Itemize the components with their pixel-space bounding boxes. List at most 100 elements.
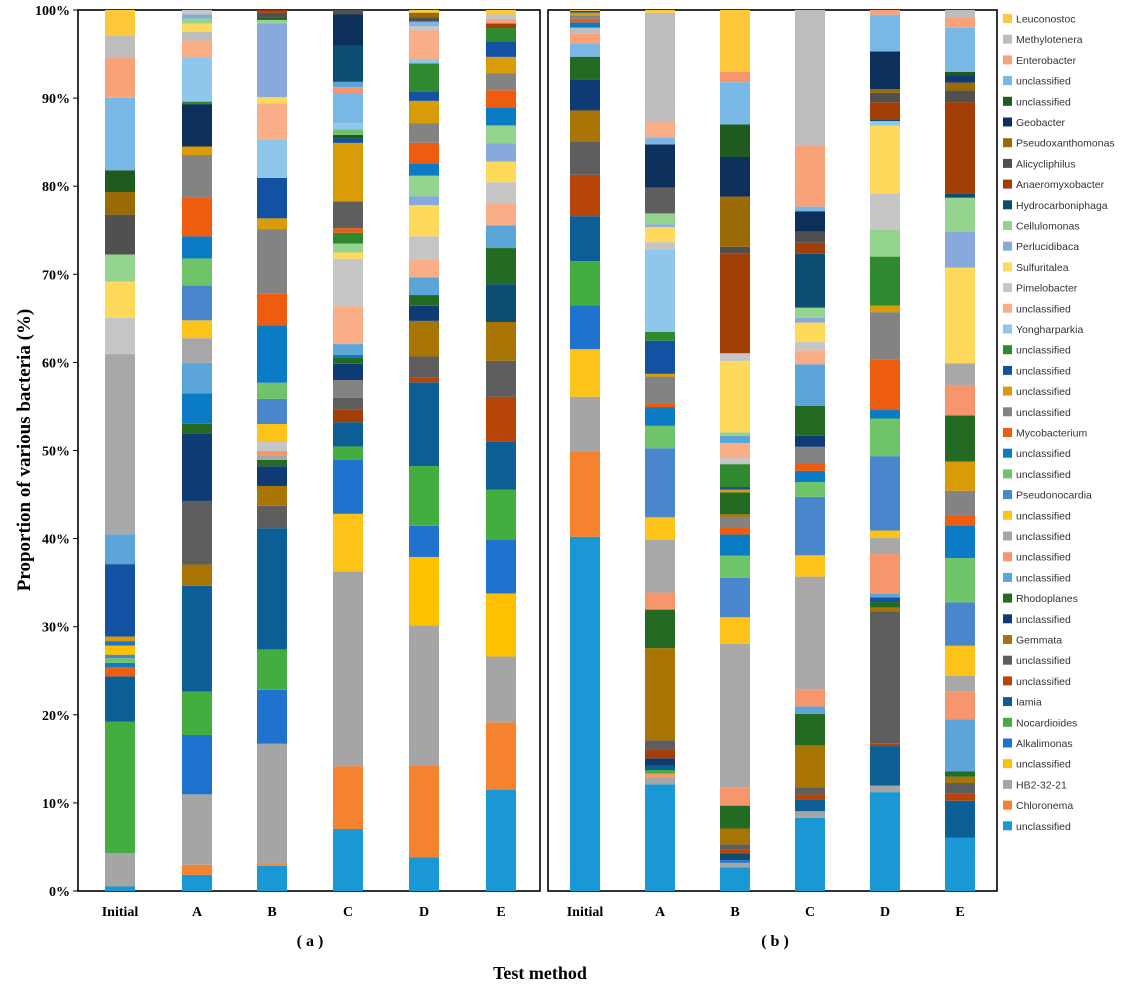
bar-segment bbox=[257, 12, 287, 18]
bar-segment bbox=[870, 121, 900, 126]
bar-segment bbox=[409, 382, 439, 467]
legend-label: unclassified bbox=[1016, 821, 1071, 833]
bar-segment bbox=[870, 597, 900, 603]
bar-segment bbox=[720, 489, 750, 493]
bar-segment bbox=[720, 435, 750, 444]
bar-segment bbox=[257, 23, 287, 98]
bar-segment bbox=[182, 585, 212, 692]
bar-segment bbox=[720, 353, 750, 362]
bar-segment bbox=[486, 656, 516, 723]
bar-segment bbox=[409, 12, 439, 18]
bar-segment bbox=[795, 211, 825, 232]
bar-segment bbox=[720, 527, 750, 535]
bar-segment bbox=[945, 800, 975, 838]
bar-segment bbox=[720, 853, 750, 861]
legend-swatch bbox=[1003, 759, 1012, 769]
bar-segment bbox=[945, 363, 975, 386]
bar-segment bbox=[333, 243, 363, 253]
bar-segment bbox=[333, 380, 363, 398]
bar-segment bbox=[105, 658, 135, 663]
bar-segment bbox=[720, 516, 750, 528]
bar-segment bbox=[945, 525, 975, 559]
bar-segment bbox=[333, 81, 363, 88]
bar-segment bbox=[720, 844, 750, 850]
bar-segment bbox=[945, 17, 975, 28]
legend-swatch bbox=[1003, 386, 1012, 396]
legend-swatch bbox=[1003, 738, 1012, 748]
bar-segment bbox=[105, 721, 135, 853]
legend-label: Methylotenera bbox=[1016, 34, 1083, 46]
bar-segment bbox=[333, 123, 363, 130]
bar-segment bbox=[333, 571, 363, 767]
bar-segment bbox=[409, 525, 439, 557]
bar-segment bbox=[486, 73, 516, 91]
bar-segment bbox=[182, 285, 212, 321]
bar-segment bbox=[570, 216, 600, 262]
y-axis-ticks: 0% 10% 20% 30% 40% 50% 60% 70% 80% 90% 100% bbox=[35, 4, 78, 900]
bar-segment bbox=[570, 174, 600, 217]
legend-swatch bbox=[1003, 490, 1012, 500]
bar-segment bbox=[409, 175, 439, 197]
bar-segment bbox=[720, 555, 750, 578]
bar-segment bbox=[795, 242, 825, 254]
bar-segment bbox=[105, 214, 135, 255]
bar-segment bbox=[257, 293, 287, 326]
bar-segment bbox=[795, 817, 825, 891]
bar-segment bbox=[486, 790, 516, 891]
legend-swatch bbox=[1003, 407, 1012, 417]
bar-segment bbox=[333, 397, 363, 410]
bar-segment bbox=[105, 676, 135, 722]
bar-segment bbox=[795, 555, 825, 577]
bar-segment bbox=[720, 246, 750, 254]
bar-segment bbox=[257, 466, 287, 486]
bar-segment bbox=[945, 231, 975, 268]
bar-segment bbox=[645, 373, 675, 377]
legend-swatch bbox=[1003, 531, 1012, 541]
legend-swatch bbox=[1003, 241, 1012, 251]
bar-segment bbox=[795, 206, 825, 212]
bar-segment bbox=[720, 156, 750, 197]
bar-segment bbox=[795, 576, 825, 690]
bar-segment bbox=[333, 766, 363, 830]
bar-segment bbox=[795, 435, 825, 447]
bar-segment bbox=[945, 782, 975, 794]
bar-segment bbox=[570, 56, 600, 80]
bar-segment bbox=[720, 643, 750, 788]
bar-segment bbox=[182, 101, 212, 105]
bar-segment bbox=[645, 224, 675, 227]
bar-segment bbox=[182, 338, 212, 363]
bar-segment bbox=[182, 362, 212, 394]
legend-label: Gemmata bbox=[1016, 635, 1062, 647]
bar-segment bbox=[720, 828, 750, 845]
bar-segment bbox=[720, 787, 750, 806]
bar-segment bbox=[720, 464, 750, 488]
bar-segment bbox=[257, 19, 287, 24]
bar-segment bbox=[645, 765, 675, 771]
bar-segment bbox=[570, 10, 600, 13]
bar-segment bbox=[870, 530, 900, 539]
bar-segment bbox=[795, 364, 825, 406]
bar-segment bbox=[182, 564, 212, 586]
bar-segment bbox=[409, 142, 439, 164]
bar-segment bbox=[105, 10, 135, 36]
bar-segment bbox=[257, 441, 287, 451]
bar-segment bbox=[486, 539, 516, 594]
bar-segment bbox=[795, 307, 825, 318]
bar-segment bbox=[486, 19, 516, 24]
bar-segment bbox=[182, 433, 212, 501]
legend-swatch bbox=[1003, 303, 1012, 313]
bar-segment bbox=[257, 455, 287, 460]
legend-label: unclassified bbox=[1016, 96, 1071, 108]
bar-segment bbox=[257, 103, 287, 140]
bar-segment bbox=[486, 107, 516, 126]
bar-segment bbox=[945, 776, 975, 783]
bar-segment bbox=[870, 743, 900, 747]
panel-a-caption: ( a ) bbox=[297, 933, 324, 950]
bar-segment bbox=[870, 256, 900, 306]
legend-label: Chloronema bbox=[1016, 800, 1073, 812]
legend-label: Pimelobacter bbox=[1016, 283, 1078, 295]
legend-label: unclassified bbox=[1016, 407, 1071, 419]
bar-segment bbox=[257, 505, 287, 529]
bar-segment bbox=[105, 97, 135, 171]
legend-label: Sulfuritalea bbox=[1016, 262, 1069, 274]
